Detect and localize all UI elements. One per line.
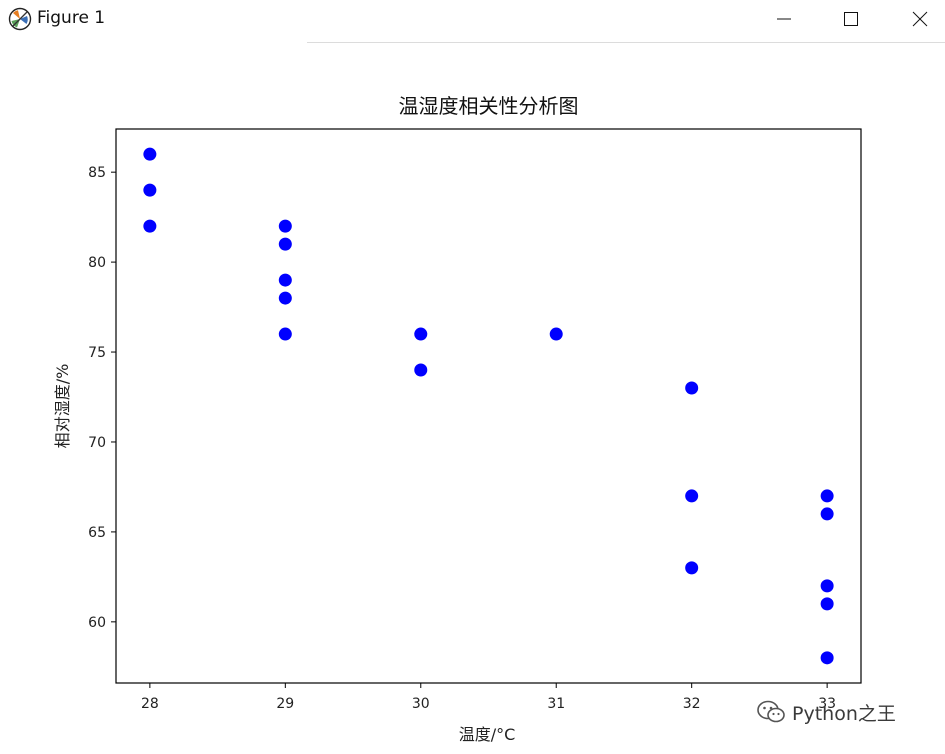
data-point — [685, 489, 699, 503]
x-tick-label: 31 — [547, 696, 565, 712]
x-tick-label: 32 — [683, 696, 701, 712]
data-point — [278, 219, 292, 233]
titlebar-divider — [307, 42, 945, 43]
window-titlebar: Figure 1 — [0, 0, 945, 40]
close-icon — [912, 11, 928, 27]
watermark-text: Python之王 — [792, 702, 896, 725]
y-tick-label: 80 — [88, 255, 106, 271]
data-point — [820, 489, 834, 503]
plot-frame — [115, 128, 862, 684]
maximize-icon — [844, 12, 858, 26]
minimize-icon — [777, 18, 791, 20]
data-point — [685, 381, 699, 395]
matplotlib-figure-icon — [8, 7, 32, 31]
close-button[interactable] — [897, 0, 943, 38]
data-point — [278, 291, 292, 305]
data-point — [143, 147, 157, 161]
data-point — [143, 183, 157, 197]
data-point — [685, 561, 699, 575]
data-point — [549, 327, 563, 341]
x-axis-label: 温度/°C — [459, 725, 516, 744]
data-point — [278, 273, 292, 287]
data-point — [820, 651, 834, 665]
y-axis-label: 相对湿度/% — [53, 364, 72, 449]
data-point — [414, 363, 428, 377]
y-tick-label: 85 — [88, 165, 106, 181]
window-title: Figure 1 — [37, 8, 106, 28]
wechat-icon — [757, 700, 785, 723]
chart-title: 温湿度相关性分析图 — [399, 94, 579, 118]
data-point — [143, 219, 157, 233]
x-tick-label: 33 — [818, 696, 836, 712]
data-point — [820, 579, 834, 593]
y-tick-label: 60 — [88, 615, 106, 631]
minimize-button[interactable] — [761, 0, 807, 38]
data-point — [278, 237, 292, 251]
data-point — [820, 597, 834, 611]
data-point — [414, 327, 428, 341]
watermark: Python之王 — [756, 697, 896, 727]
y-tick-label: 70 — [88, 435, 106, 451]
data-point — [820, 507, 834, 521]
x-tick-label: 30 — [412, 696, 430, 712]
x-tick-label: 29 — [276, 696, 294, 712]
y-tick-label: 65 — [88, 525, 106, 541]
y-tick-label: 75 — [88, 345, 106, 361]
maximize-button[interactable] — [828, 0, 874, 38]
data-point — [278, 327, 292, 341]
x-tick-label: 28 — [141, 696, 159, 712]
